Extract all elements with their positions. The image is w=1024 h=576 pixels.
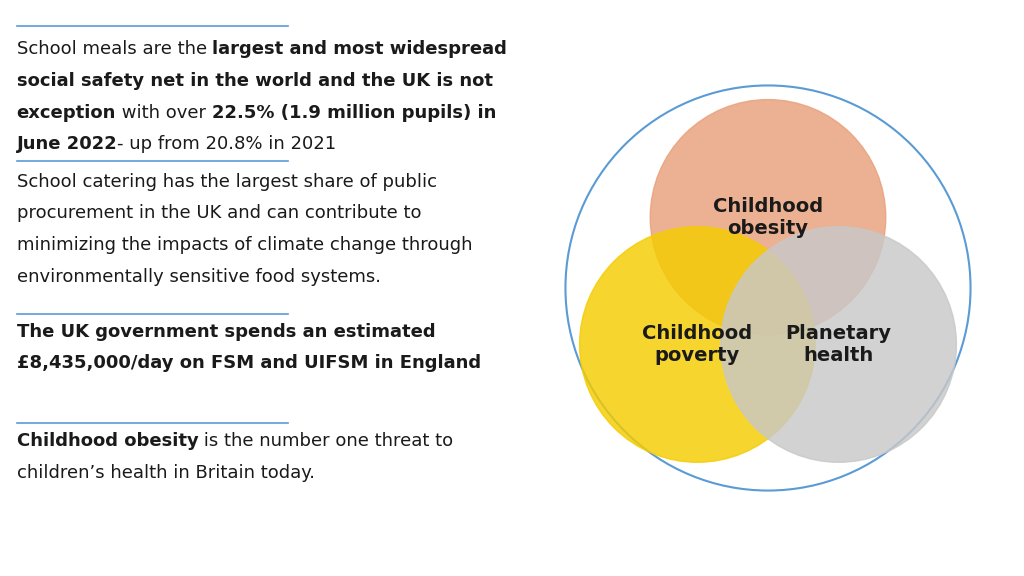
- Text: - up from 20.8% in 2021: - up from 20.8% in 2021: [118, 135, 337, 153]
- Text: £8,435,000/day on FSM and UIFSM in England: £8,435,000/day on FSM and UIFSM in Engla…: [16, 354, 480, 372]
- Text: children’s health in Britain today.: children’s health in Britain today.: [16, 464, 314, 482]
- Text: minimizing the impacts of climate change through: minimizing the impacts of climate change…: [16, 236, 472, 254]
- Text: School catering has the largest share of public: School catering has the largest share of…: [16, 173, 436, 191]
- Text: largest and most widespread: largest and most widespread: [212, 40, 507, 58]
- Text: exception: exception: [16, 104, 116, 122]
- Text: is the number one threat to: is the number one threat to: [199, 432, 454, 450]
- Text: Childhood obesity: Childhood obesity: [16, 432, 199, 450]
- Text: Childhood
poverty: Childhood poverty: [642, 324, 753, 365]
- Text: The UK government spends an estimated: The UK government spends an estimated: [16, 323, 435, 340]
- Circle shape: [580, 227, 815, 463]
- Text: social safety net in the world and the UK is not: social safety net in the world and the U…: [16, 72, 493, 90]
- Text: Planetary
health: Planetary health: [785, 324, 892, 365]
- Text: June 2022: June 2022: [16, 135, 118, 153]
- Text: with over: with over: [116, 104, 212, 122]
- Text: environmentally sensitive food systems.: environmentally sensitive food systems.: [16, 268, 381, 286]
- Text: procurement in the UK and can contribute to: procurement in the UK and can contribute…: [16, 204, 421, 222]
- Text: 22.5% (1.9 million pupils) in: 22.5% (1.9 million pupils) in: [212, 104, 496, 122]
- Circle shape: [721, 227, 956, 463]
- Circle shape: [650, 100, 886, 335]
- Text: Childhood
obesity: Childhood obesity: [713, 197, 823, 238]
- Text: School meals are the: School meals are the: [16, 40, 212, 58]
